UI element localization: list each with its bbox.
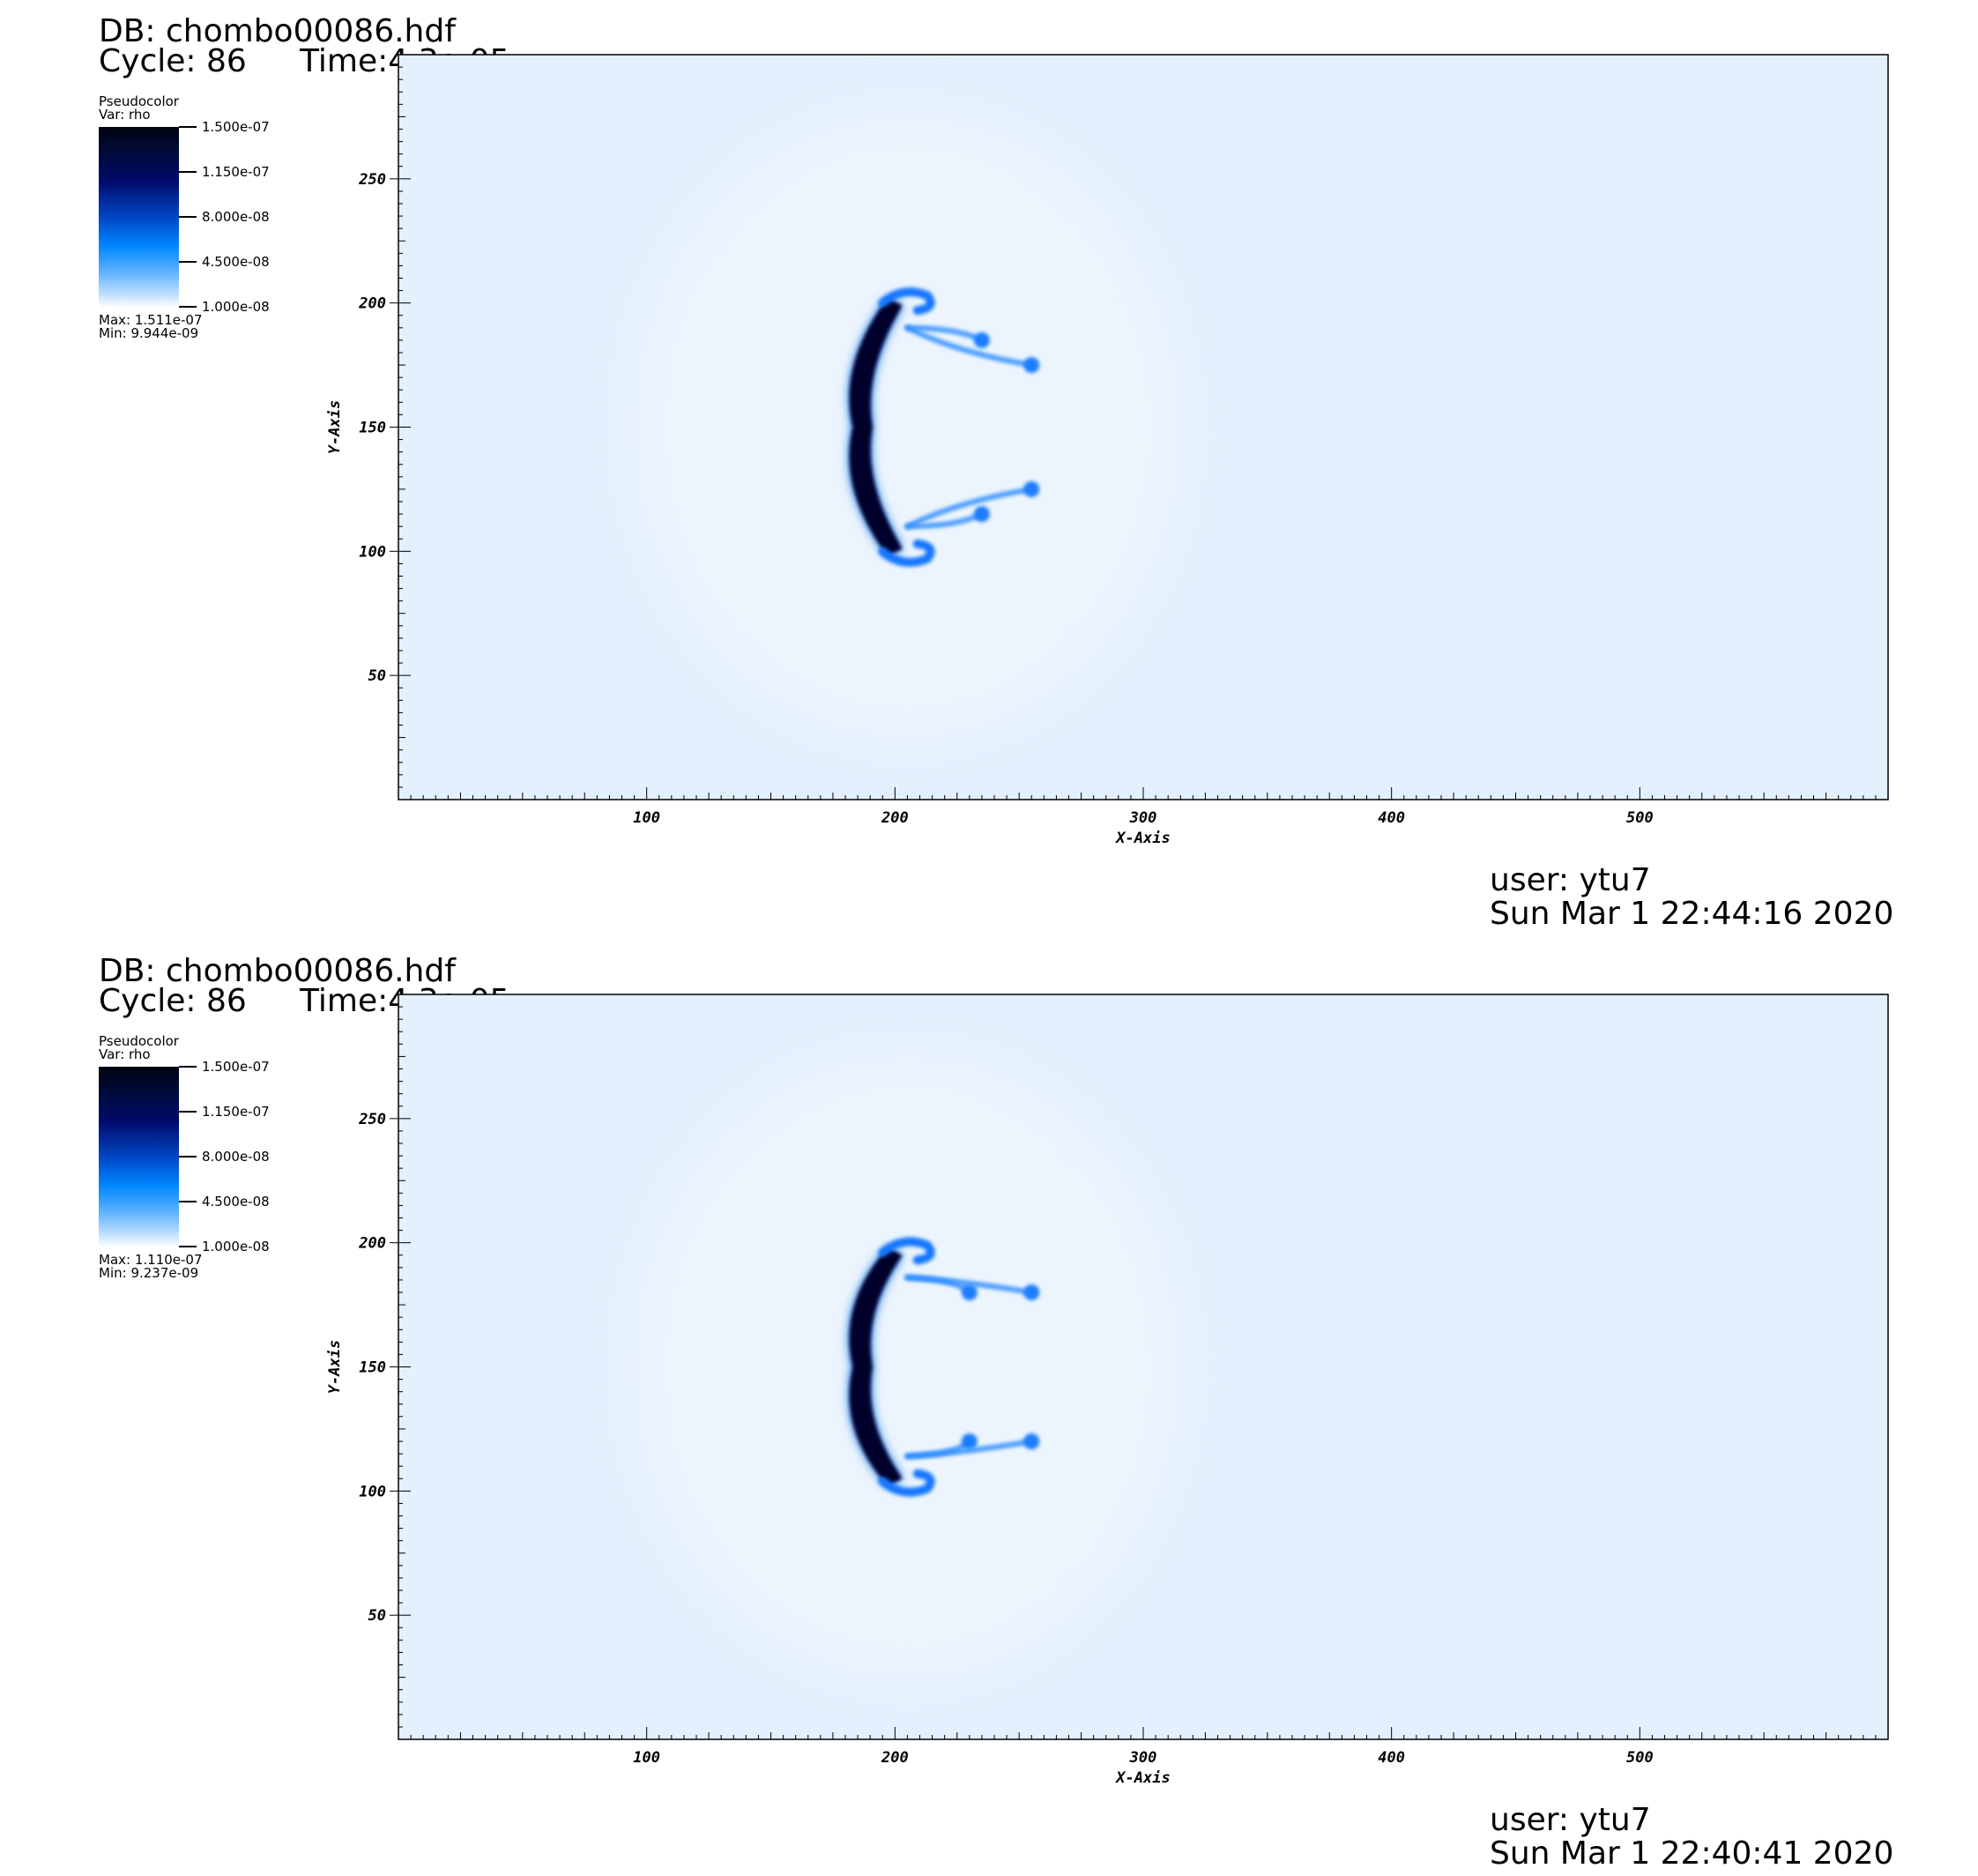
colorbar [99, 1067, 179, 1247]
vortex-core [1023, 1284, 1040, 1300]
vortex-core [973, 506, 990, 523]
legend-variable: Var: rho [99, 107, 151, 123]
colorbar-label: 4.500e-08 [202, 1194, 270, 1210]
x-tick-label: 100 [633, 809, 660, 827]
vortex-core [1023, 357, 1040, 374]
vortex-cap [878, 287, 935, 316]
vortex-core [961, 1433, 978, 1449]
vortex-finger [904, 1439, 1035, 1459]
x-tick-label: 200 [881, 809, 909, 827]
x-tick-label: 300 [1129, 1749, 1157, 1767]
date-label: Sun Mar 1 22:40:41 2020 [1490, 1835, 1894, 1872]
plot-panel-2: DB: chombo00086.hdf Cycle: 86 Time:4.3e-… [0, 940, 1978, 1876]
user-label: user: ytu7 [1490, 1802, 1651, 1838]
x-axis-label: X-Axis [1114, 830, 1170, 847]
vortex-finger [904, 324, 1035, 368]
shock-halo [634, 116, 1181, 738]
colorbar-tick [179, 306, 197, 308]
colorbar-label: 8.000e-08 [202, 1149, 270, 1165]
colorbar [99, 127, 179, 308]
date-label: Sun Mar 1 22:44:16 2020 [1490, 896, 1894, 932]
plot-area: 100 200 300 400 500 50 100 150 200 250 X-Axis Y-Axi… [326, 994, 1889, 1787]
colorbar-tick [179, 1246, 197, 1247]
x-tick-label: 100 [633, 1749, 660, 1767]
vortex-cap [878, 1469, 935, 1497]
legend-variable: Var: rho [99, 1046, 151, 1062]
legend-max: Max: 1.110e-07 [99, 1252, 203, 1268]
x-tick-label: 500 [1626, 1749, 1654, 1767]
legend-min: Min: 9.237e-09 [99, 1265, 199, 1281]
x-tick-label: 200 [881, 1749, 909, 1767]
plot-panel-1: DB: chombo00086.hdf Cycle: 86 Time:4.3e-… [0, 0, 1978, 936]
colorbar-tick [179, 1111, 197, 1113]
x-tick-label: 400 [1378, 1749, 1405, 1767]
cycle-label: Cycle: 86 [99, 43, 247, 79]
colorbar-label: 1.500e-07 [202, 119, 270, 135]
y-tick-label: 150 [359, 420, 386, 437]
y-tick-label: 250 [358, 171, 386, 189]
colorbar-label: 1.500e-07 [202, 1059, 270, 1075]
colorbar-label: 1.150e-07 [202, 164, 270, 180]
database-label: DB: chombo00086.hdf [99, 13, 456, 49]
database-label: DB: chombo00086.hdf [99, 953, 456, 989]
y-tick-label: 200 [358, 1235, 386, 1253]
user-label: user: ytu7 [1490, 862, 1651, 898]
vortex-finger [904, 1275, 1035, 1295]
colorbar-tick [179, 1156, 197, 1158]
shock-halo [634, 1056, 1181, 1678]
y-tick-label: 50 [368, 1607, 386, 1625]
colorbar-label: 8.000e-08 [202, 209, 270, 225]
y-tick-label: 50 [368, 667, 386, 685]
y-tick-label: 200 [358, 295, 386, 313]
vortex-core [961, 1284, 978, 1300]
colorbar-tick [179, 126, 197, 128]
x-tick-label: 400 [1378, 809, 1405, 827]
y-tick-label: 150 [359, 1359, 386, 1377]
vortex-core [973, 331, 990, 348]
vortex-core [1023, 1433, 1040, 1449]
legend-title: Pseudocolor [99, 1033, 179, 1049]
colorbar-label: 1.150e-07 [202, 1104, 270, 1120]
vortex-cap [878, 1237, 935, 1265]
colorbar-tick [179, 171, 197, 173]
vortex-core [1023, 480, 1040, 497]
y-tick-label: 100 [359, 543, 386, 561]
colorbar-label: 4.500e-08 [202, 254, 270, 270]
density-front [849, 1247, 903, 1486]
colorbar-tick [179, 216, 197, 218]
density-front [849, 298, 903, 556]
colorbar-tick [179, 1201, 197, 1202]
legend-max: Max: 1.511e-07 [99, 312, 203, 328]
colorbar-label: 1.000e-08 [202, 1239, 270, 1254]
vortex-cap [878, 539, 935, 567]
cycle-label: Cycle: 86 [99, 983, 247, 1019]
y-axis-label: Y-Axis [326, 400, 344, 454]
colorbar-tick [179, 261, 197, 263]
vortex-finger [904, 486, 1035, 530]
y-tick-label: 100 [359, 1483, 386, 1500]
legend-title: Pseudocolor [99, 93, 179, 109]
colorbar-label: 1.000e-08 [202, 299, 270, 315]
colorbar-tick [179, 1066, 197, 1068]
y-tick-label: 250 [358, 1111, 386, 1128]
plot-area: 100 200 300 400 500 50 100 150 200 250 X-Axis Y-Axi… [326, 54, 1889, 847]
x-tick-label: 300 [1129, 809, 1157, 827]
legend-min: Min: 9.944e-09 [99, 325, 199, 341]
y-axis-label: Y-Axis [326, 1340, 344, 1394]
x-tick-label: 500 [1626, 809, 1654, 827]
x-axis-label: X-Axis [1114, 1769, 1170, 1787]
